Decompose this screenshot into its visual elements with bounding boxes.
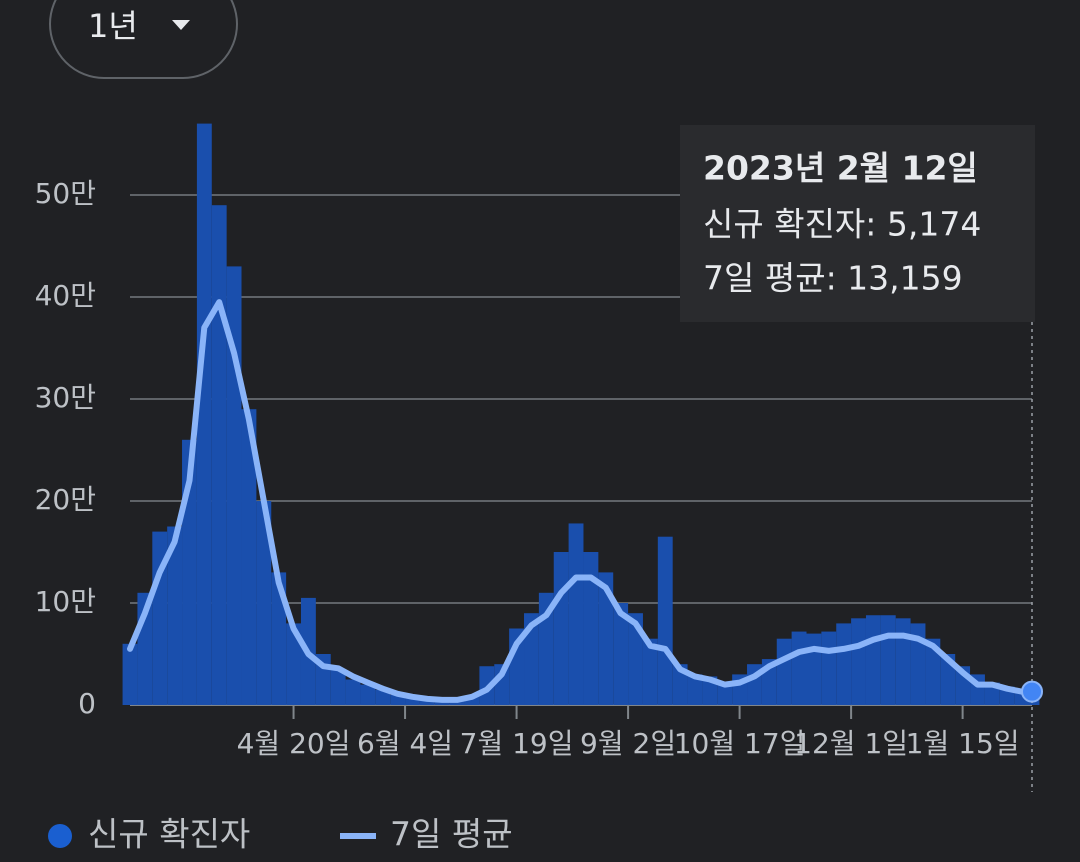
hover-dot bbox=[1021, 680, 1043, 703]
y-tick-label: 50만 bbox=[35, 177, 96, 210]
y-tick-label: 0 bbox=[78, 687, 96, 720]
bar bbox=[851, 618, 866, 705]
bar bbox=[405, 695, 420, 705]
bar bbox=[717, 684, 733, 705]
x-tick-label: 1월 15일 bbox=[906, 727, 1020, 760]
plot: 0 10만 20만 30만 40만 50만 4월 20일 6월 4일 7월 19일 9월 2일10… bbox=[35, 123, 1043, 792]
bar bbox=[821, 631, 837, 705]
line bbox=[127, 299, 1035, 703]
x-tick-label: 9월 2일 bbox=[580, 727, 676, 760]
bar bbox=[880, 615, 896, 705]
bar bbox=[390, 694, 406, 705]
y-tick-label: 20만 bbox=[35, 483, 96, 516]
bar bbox=[211, 205, 227, 705]
x-tick-label: 7월 19일 bbox=[460, 727, 574, 760]
bar bbox=[122, 643, 138, 705]
bar bbox=[806, 633, 822, 705]
tooltip: 2023년 2월 12일 신규 확진자: 5,174 7일 평균: 13,159 bbox=[680, 125, 1035, 322]
bar bbox=[613, 603, 629, 705]
bar bbox=[642, 638, 658, 705]
bar bbox=[791, 631, 807, 705]
bar bbox=[687, 674, 703, 705]
bar bbox=[583, 552, 599, 705]
legend-swatch bbox=[48, 824, 72, 848]
bar bbox=[836, 623, 852, 705]
dropdown-arrow[interactable] bbox=[172, 20, 190, 30]
bar bbox=[657, 536, 673, 705]
bar bbox=[464, 695, 480, 705]
x-tick-label: 10월 17일 bbox=[674, 727, 806, 760]
bar bbox=[241, 409, 257, 705]
bar bbox=[553, 552, 569, 705]
y-tick-label: 30만 bbox=[35, 381, 96, 414]
bar bbox=[895, 618, 911, 705]
dropdown-label[interactable]: 1년 bbox=[88, 7, 138, 45]
tooltip-title: 2023년 2월 12일 bbox=[703, 149, 978, 188]
tooltip-line: 7일 평균: 13,159 bbox=[703, 259, 963, 298]
bar bbox=[375, 689, 391, 705]
bar bbox=[196, 123, 212, 706]
bar bbox=[776, 638, 792, 705]
bar bbox=[910, 623, 926, 705]
y-tick-label: 40만 bbox=[35, 279, 96, 312]
bar bbox=[360, 684, 376, 705]
bar bbox=[865, 615, 881, 705]
bar bbox=[940, 654, 956, 705]
bar bbox=[330, 669, 346, 705]
x-tick-label: 12월 1일 bbox=[794, 727, 908, 760]
range-dropdown[interactable]: 1년 bbox=[49, 0, 238, 79]
bar bbox=[628, 613, 643, 705]
bar bbox=[167, 526, 183, 705]
y-tick-label: 10만 bbox=[35, 585, 96, 618]
dropdown-border[interactable] bbox=[49, 0, 238, 79]
tooltip-line: 신규 확진자: 5,174 bbox=[703, 205, 981, 244]
bar bbox=[256, 501, 272, 705]
x-tick-label: 6월 4일 bbox=[357, 727, 453, 760]
legend-label: 7일 평균 bbox=[390, 815, 513, 854]
bar bbox=[345, 679, 361, 705]
bar bbox=[271, 572, 287, 705]
bar bbox=[286, 623, 301, 705]
bar bbox=[925, 638, 941, 705]
legend-label: 신규 확진자 bbox=[88, 815, 250, 854]
bar bbox=[524, 613, 539, 705]
x-tick-label: 4월 20일 bbox=[237, 727, 351, 760]
legend: 신규 확진자 7일 평균 bbox=[48, 815, 513, 854]
bar bbox=[598, 572, 614, 705]
tooltip-box bbox=[680, 125, 1035, 322]
bar bbox=[568, 523, 584, 705]
